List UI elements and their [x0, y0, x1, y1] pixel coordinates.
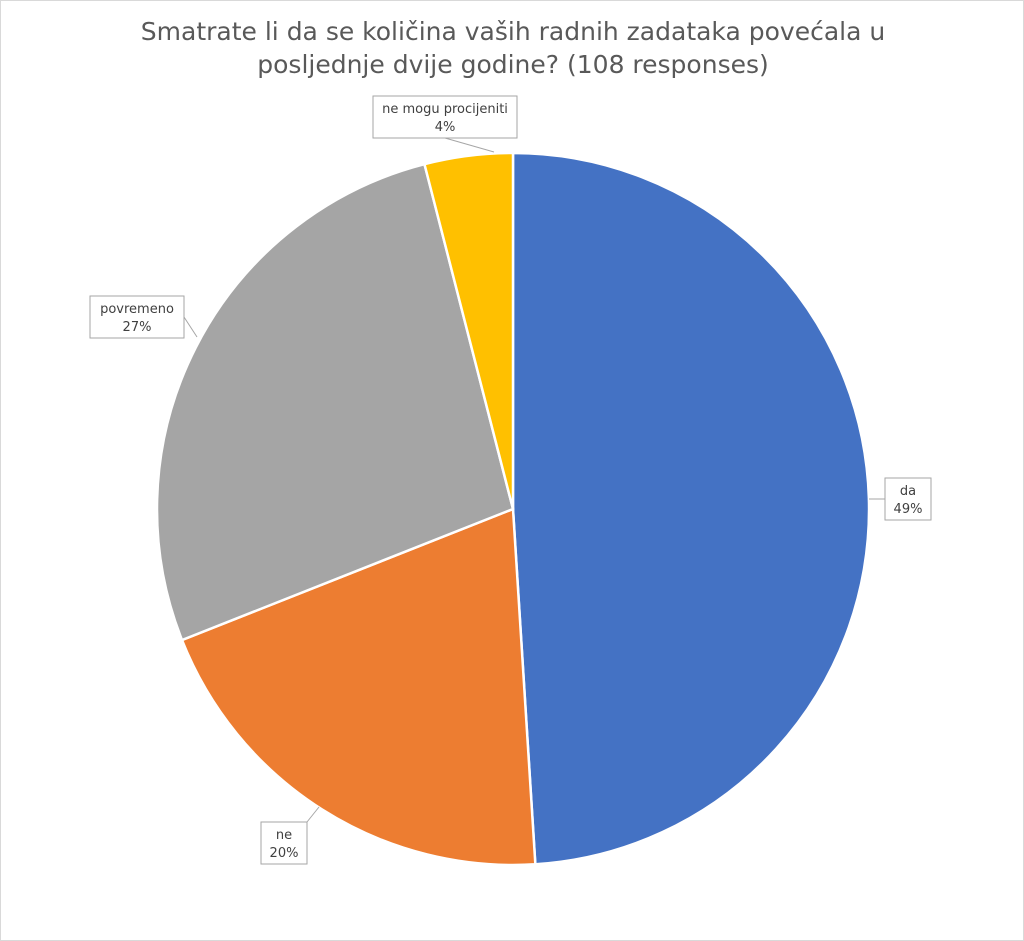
pie-slices — [155, 151, 871, 867]
pie-slice-da — [511, 151, 871, 866]
callout-box-povremeno — [89, 295, 185, 339]
data-label-povremeno: povremeno 27% — [89, 295, 198, 339]
leader-line-povremeno — [183, 316, 198, 338]
callout-box-ne-mogu-procijeniti — [372, 95, 518, 139]
leader-line-ne — [306, 806, 320, 823]
callout-box-ne — [260, 821, 308, 865]
data-label-da: da 49% — [869, 477, 932, 521]
callout-percent-ne: 20% — [270, 846, 299, 861]
chart-title-line-1: Smatrate li da se količina vaših radnih … — [140, 17, 886, 46]
callout-percent-da: 49% — [894, 502, 923, 517]
callout-category-ne-mogu-procijeniti: ne mogu procijeniti — [382, 102, 508, 117]
pie-callouts: da 49% ne 20% povremeno 27% ne mogu procijenit… — [89, 95, 932, 865]
callout-percent-ne-mogu-procijeniti: 4% — [435, 120, 456, 135]
pie-slice-ne-mogu-procijeniti — [422, 151, 515, 510]
callout-percent-povremeno: 27% — [123, 320, 152, 335]
data-label-ne: ne 20% — [260, 806, 320, 865]
callout-category-ne: ne — [276, 828, 292, 843]
chart-title-line-2: posljednje dvije godine? (108 responses) — [257, 50, 769, 79]
chart-title: Smatrate li da se količina vaših radnih … — [1, 15, 1023, 81]
data-label-ne-mogu-procijeniti: ne mogu procijeniti 4% — [372, 95, 518, 153]
callout-box-da — [884, 477, 932, 521]
pie-slice-ne — [180, 507, 537, 867]
leader-line-ne-mogu-procijeniti — [444, 137, 495, 153]
pie-slice-povremeno — [155, 162, 515, 642]
callout-category-da: da — [900, 484, 916, 499]
callout-category-povremeno: povremeno — [100, 302, 174, 317]
